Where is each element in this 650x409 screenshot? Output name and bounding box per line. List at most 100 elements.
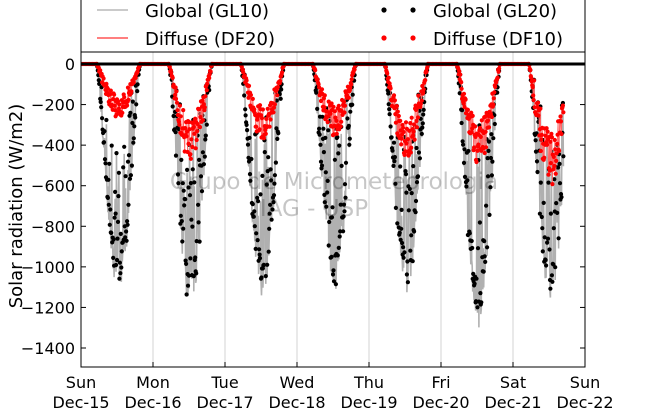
point-global-gl20 — [485, 156, 490, 161]
point-diffuse-df10 — [328, 111, 333, 116]
point-global-gl20 — [406, 208, 411, 213]
point-global-gl20 — [272, 173, 277, 178]
legend: Global (GL10) Diffuse (DF20) Global (GL2… — [80, 0, 586, 53]
point-global-gl20 — [546, 180, 551, 185]
point-global-gl20 — [388, 90, 393, 96]
point-global-gl20 — [534, 159, 540, 164]
point-diffuse-df10 — [532, 78, 537, 83]
point-global-gl20 — [492, 121, 497, 127]
point-global-gl20 — [116, 194, 121, 199]
point-diffuse-df10 — [190, 144, 195, 150]
point-diffuse-df10 — [187, 127, 192, 132]
point-diffuse-df10 — [169, 70, 174, 75]
point-global-gl20 — [190, 167, 195, 172]
point-diffuse-df10 — [200, 98, 205, 103]
point-global-gl20 — [326, 128, 331, 133]
point-global-gl20 — [269, 217, 274, 222]
point-global-gl20 — [115, 219, 121, 224]
point-diffuse-df10 — [207, 75, 212, 81]
point-global-gl20 — [337, 234, 342, 239]
point-global-gl20 — [320, 114, 325, 119]
point-diffuse-df10 — [483, 114, 488, 119]
point-global-gl20 — [347, 142, 352, 147]
point-diffuse-df10 — [205, 81, 210, 86]
point-global-gl20 — [259, 275, 264, 280]
point-global-gl20 — [191, 274, 196, 279]
point-global-gl20 — [548, 211, 554, 216]
point-diffuse-df10 — [316, 82, 321, 87]
point-global-gl20 — [250, 202, 255, 207]
point-diffuse-df10 — [405, 137, 410, 142]
point-global-gl20 — [180, 181, 185, 186]
point-global-gl20 — [414, 180, 420, 185]
point-diffuse-df10 — [264, 116, 269, 121]
point-diffuse-df10 — [553, 147, 558, 152]
point-global-gl20 — [322, 192, 327, 197]
point-global-gl20 — [122, 144, 127, 149]
point-global-gl20 — [318, 142, 323, 147]
x-axis: SunDec-15MonDec-16TueDec-17WedDec-18ThuD… — [52, 362, 614, 409]
point-global-gl20 — [107, 161, 112, 166]
point-diffuse-df10 — [492, 90, 497, 95]
point-global-gl20 — [267, 226, 272, 231]
point-diffuse-df10 — [319, 87, 325, 92]
point-global-gl20 — [243, 113, 248, 118]
point-global-gl20 — [472, 281, 477, 286]
point-global-gl20 — [475, 305, 480, 310]
point-diffuse-df10 — [329, 101, 334, 106]
x-tick-day-label: Tue — [210, 373, 238, 392]
point-diffuse-df10 — [409, 145, 414, 150]
point-global-gl20 — [556, 236, 561, 241]
point-global-gl20 — [417, 156, 422, 161]
point-global-gl20 — [278, 96, 283, 101]
point-global-gl20 — [192, 180, 197, 185]
point-diffuse-df10 — [175, 108, 180, 113]
point-global-gl20 — [412, 229, 417, 234]
point-global-gl20 — [131, 136, 136, 141]
point-global-gl20 — [392, 159, 397, 164]
point-global-gl20 — [533, 138, 538, 143]
point-global-gl20 — [257, 247, 262, 252]
point-diffuse-df10 — [203, 94, 208, 99]
point-global-gl20 — [337, 143, 342, 148]
point-global-gl20 — [315, 106, 320, 111]
point-global-gl20 — [119, 249, 124, 254]
point-diffuse-df10 — [178, 114, 183, 119]
point-global-gl20 — [533, 149, 539, 154]
point-global-gl20 — [325, 178, 330, 183]
legend-label-global-gl20: Global (GL20) — [433, 1, 557, 22]
legend-label-diffuse-df10: Diffuse (DF10) — [433, 29, 563, 50]
point-diffuse-df10 — [120, 110, 125, 115]
point-global-gl20 — [392, 155, 397, 160]
point-diffuse-df10 — [107, 98, 112, 103]
point-global-gl20 — [481, 269, 486, 274]
point-global-gl20 — [323, 170, 328, 175]
point-diffuse-df10 — [126, 97, 131, 102]
point-diffuse-df10 — [257, 103, 263, 108]
point-diffuse-df10 — [117, 102, 122, 107]
point-diffuse-df10 — [177, 122, 182, 127]
point-diffuse-df10 — [248, 92, 253, 98]
point-diffuse-df10 — [482, 150, 487, 156]
point-global-gl20 — [350, 92, 355, 97]
point-diffuse-df10 — [259, 116, 265, 121]
point-diffuse-df10 — [549, 131, 554, 136]
legend-box — [80, 0, 586, 53]
point-global-gl20 — [197, 239, 202, 244]
point-global-gl20 — [132, 124, 137, 129]
point-diffuse-df10 — [538, 148, 543, 154]
point-global-gl20 — [484, 203, 489, 208]
point-global-gl20 — [400, 240, 405, 246]
point-global-gl20 — [317, 132, 322, 137]
point-diffuse-df10 — [419, 98, 424, 103]
point-diffuse-df10 — [334, 118, 339, 123]
point-global-gl20 — [319, 163, 325, 168]
point-global-gl20 — [107, 222, 112, 227]
point-diffuse-df10 — [197, 107, 202, 112]
point-global-gl20 — [194, 271, 199, 276]
point-diffuse-df10 — [271, 105, 277, 110]
point-global-gl20 — [475, 246, 481, 251]
y-tick-label: −800 — [31, 217, 75, 236]
point-diffuse-df10 — [170, 75, 175, 80]
point-global-gl20 — [403, 172, 409, 177]
